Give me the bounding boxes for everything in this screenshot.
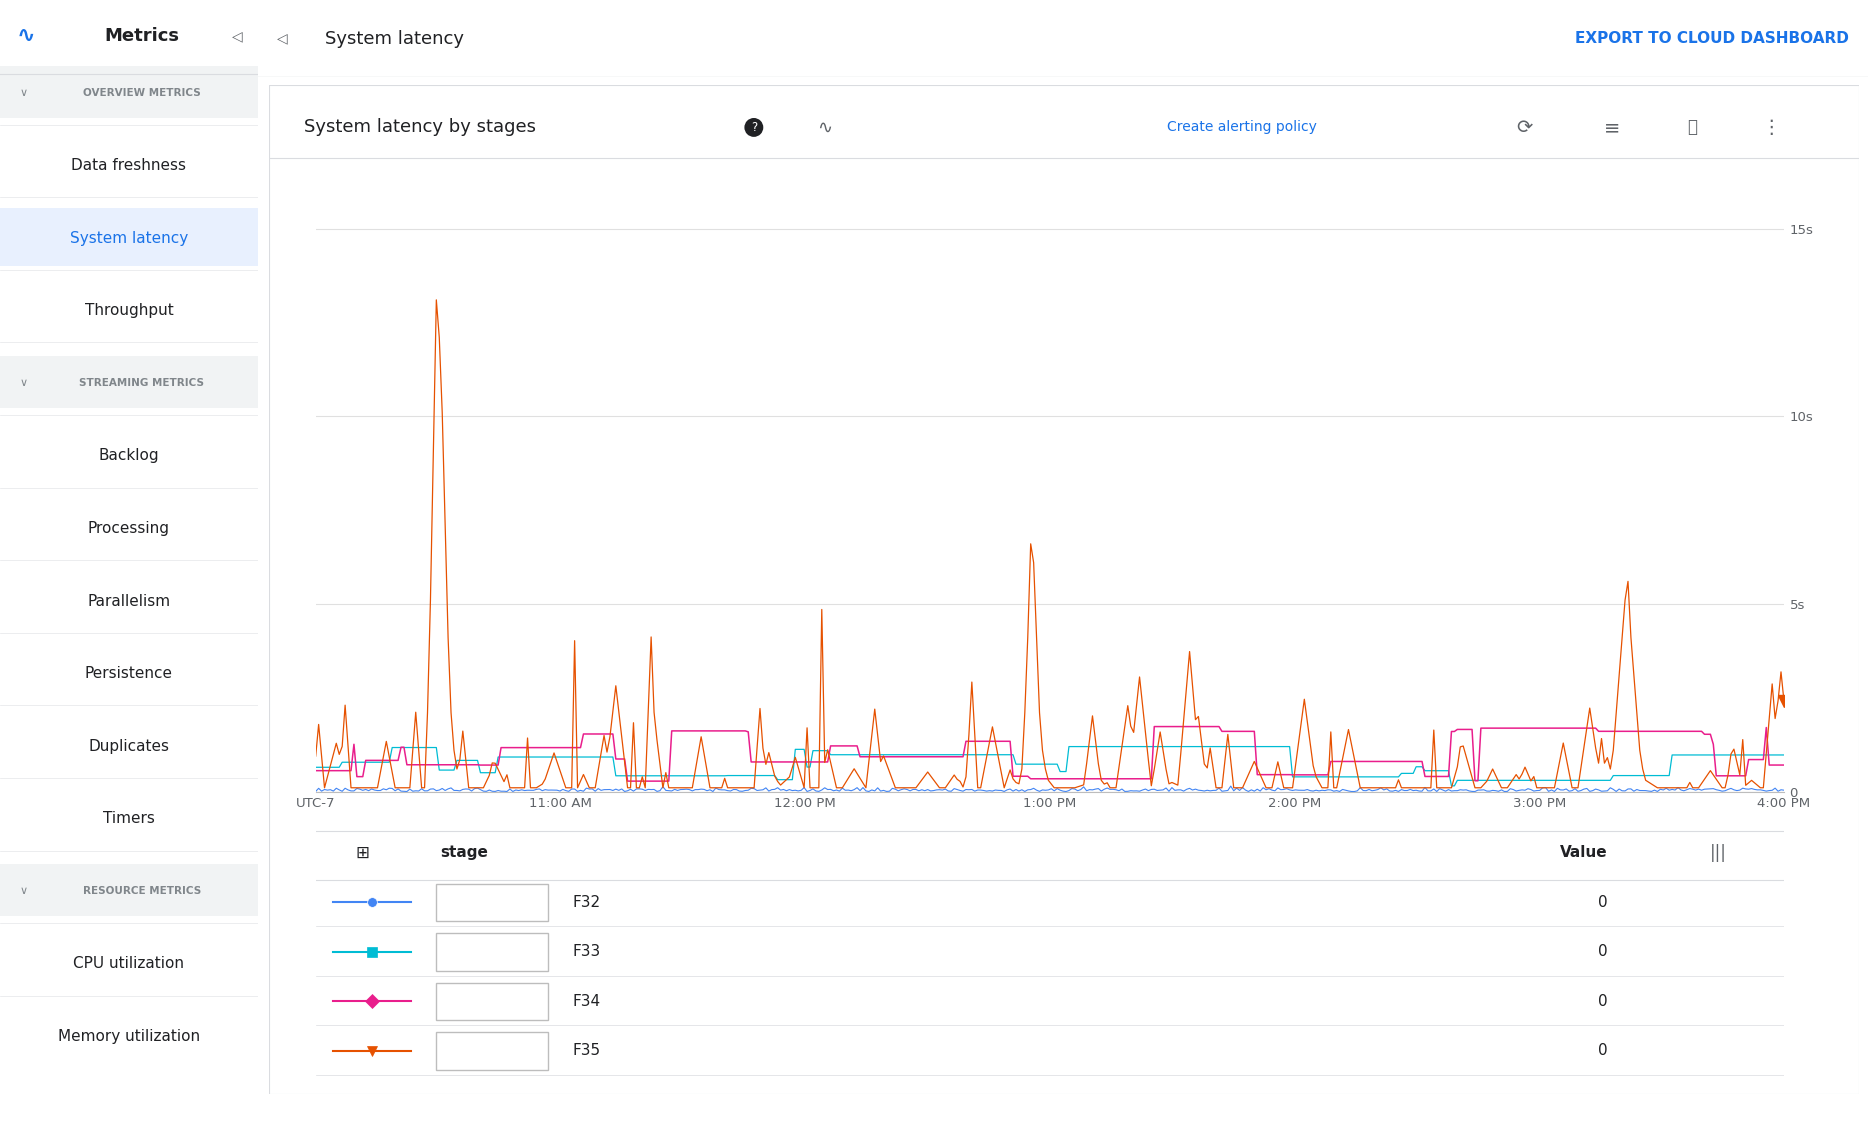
Text: Backlog: Backlog xyxy=(99,448,159,464)
Bar xyxy=(435,983,547,1021)
Bar xyxy=(0,66,258,118)
Text: ∿: ∿ xyxy=(17,26,35,46)
Text: 0: 0 xyxy=(1599,993,1608,1009)
Text: Duplicates: Duplicates xyxy=(88,738,170,754)
Text: F33: F33 xyxy=(573,945,601,959)
Text: RESOURCE METRICS: RESOURCE METRICS xyxy=(82,887,202,896)
Text: Memory utilization: Memory utilization xyxy=(58,1029,200,1044)
Text: System latency: System latency xyxy=(325,29,465,48)
Text: ≡: ≡ xyxy=(1605,118,1620,137)
Text: CPU utilization: CPU utilization xyxy=(73,956,185,972)
Text: ⛶: ⛶ xyxy=(1687,118,1696,136)
Bar xyxy=(0,0,258,74)
Text: STREAMING METRICS: STREAMING METRICS xyxy=(78,379,204,388)
Text: ∨: ∨ xyxy=(19,379,28,388)
Text: Value: Value xyxy=(1560,845,1608,861)
Text: Persistence: Persistence xyxy=(84,666,174,682)
Text: |||: ||| xyxy=(1709,844,1726,862)
Bar xyxy=(435,933,547,971)
Text: ∿: ∿ xyxy=(818,118,833,136)
Text: ◁: ◁ xyxy=(276,32,288,45)
Text: OVERVIEW METRICS: OVERVIEW METRICS xyxy=(82,88,200,98)
Text: 0: 0 xyxy=(1599,1043,1608,1058)
Text: ⊞: ⊞ xyxy=(355,844,370,862)
Text: Throughput: Throughput xyxy=(84,303,174,319)
Text: System latency: System latency xyxy=(69,230,189,246)
Text: Create alerting policy: Create alerting policy xyxy=(1168,120,1317,135)
Text: Metrics: Metrics xyxy=(105,27,179,45)
Text: F34: F34 xyxy=(573,993,601,1009)
Bar xyxy=(0,864,258,916)
Text: ∨: ∨ xyxy=(19,88,28,98)
Text: stage: stage xyxy=(441,845,488,861)
Bar xyxy=(435,1032,547,1069)
Text: EXPORT TO CLOUD DASHBOARD: EXPORT TO CLOUD DASHBOARD xyxy=(1575,31,1849,46)
Text: 0: 0 xyxy=(1599,945,1608,959)
Text: F32: F32 xyxy=(573,895,601,909)
Bar xyxy=(435,885,547,921)
Text: ⟳: ⟳ xyxy=(1517,118,1534,137)
Text: ?: ? xyxy=(751,121,757,134)
Text: 0: 0 xyxy=(1599,895,1608,909)
Text: Parallelism: Parallelism xyxy=(88,593,170,609)
Text: F35: F35 xyxy=(573,1043,601,1058)
Text: ◁: ◁ xyxy=(232,29,243,43)
Text: Timers: Timers xyxy=(103,811,155,827)
Bar xyxy=(0,208,258,266)
Text: System latency by stages: System latency by stages xyxy=(304,118,536,136)
Text: ⋮: ⋮ xyxy=(1762,118,1780,137)
Text: Data freshness: Data freshness xyxy=(71,158,187,174)
Text: ∨: ∨ xyxy=(19,887,28,896)
Bar xyxy=(0,356,258,408)
Text: Processing: Processing xyxy=(88,521,170,536)
